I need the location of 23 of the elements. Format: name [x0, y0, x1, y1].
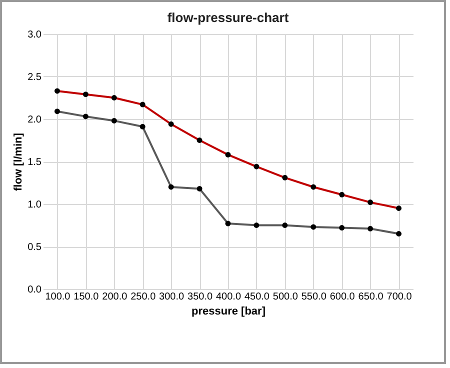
y-tick-label: 2.5 — [28, 72, 42, 83]
x-tick-label: 100.0 — [45, 292, 71, 302]
y-tick-label: 0.0 — [28, 284, 42, 296]
x-tick-label: 150.0 — [74, 292, 100, 302]
x-tick-label: 650.0 — [358, 292, 384, 302]
y-tick-label: 3.0 — [28, 30, 42, 40]
y-tick-label: 1.5 — [28, 157, 42, 168]
x-tick-label: 350.0 — [188, 292, 213, 302]
x-tick-label: 550.0 — [301, 292, 327, 302]
y-tick-label: 0.5 — [28, 242, 42, 253]
x-tick-label: 500.0 — [272, 292, 298, 302]
x-tick-label: 200.0 — [102, 292, 128, 302]
x-axis-title: pressure [bar] — [192, 306, 266, 318]
x-tick-label: 450.0 — [244, 292, 270, 302]
y-tick-label: 2.0 — [28, 114, 42, 126]
x-tick-label: 400.0 — [216, 292, 242, 302]
chart-title: flow-pressure-chart — [167, 10, 290, 25]
x-tick-label: 600.0 — [330, 292, 356, 302]
x-tick-label: 700.0 — [386, 292, 412, 302]
x-tick-label: 300.0 — [159, 292, 185, 302]
x-tick-label: 250.0 — [130, 292, 156, 302]
y-tick-label: 1.0 — [28, 200, 42, 210]
y-axis-title: flow [l/min] — [12, 132, 25, 192]
